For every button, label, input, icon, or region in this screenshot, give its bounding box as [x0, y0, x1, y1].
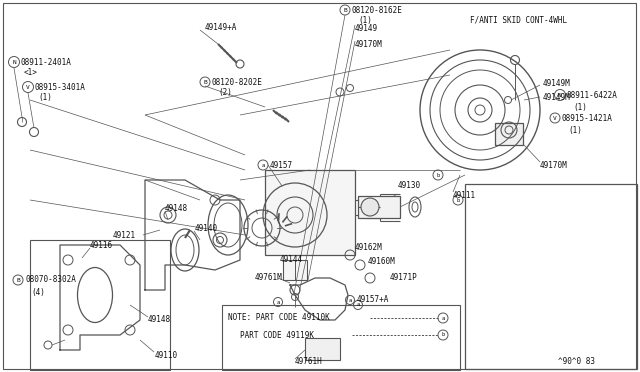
Text: 49111: 49111	[453, 190, 476, 199]
Text: PART CODE 49119K: PART CODE 49119K	[240, 330, 314, 340]
Text: 08120-8202E: 08120-8202E	[212, 77, 263, 87]
Text: 08915-1421A: 08915-1421A	[562, 113, 613, 122]
Text: 49110: 49110	[155, 350, 178, 359]
Text: 49149M: 49149M	[543, 78, 571, 87]
Text: V: V	[26, 84, 30, 90]
Text: a: a	[348, 298, 351, 302]
Text: b: b	[436, 173, 440, 177]
Text: 49157: 49157	[270, 160, 293, 170]
Bar	[30, 240, 170, 370]
Text: ^90^0 83: ^90^0 83	[558, 357, 595, 366]
Text: 08911-2401A: 08911-2401A	[20, 58, 71, 67]
Text: N: N	[558, 93, 562, 97]
Text: B: B	[203, 80, 207, 84]
Bar	[465, 184, 637, 369]
Text: 49121: 49121	[113, 231, 136, 240]
Text: a: a	[276, 299, 280, 305]
Text: NOTE: PART CODE 49110K: NOTE: PART CODE 49110K	[228, 314, 330, 323]
Text: 49130: 49130	[398, 180, 421, 189]
Text: N: N	[12, 60, 16, 64]
Text: 08915-3401A: 08915-3401A	[34, 83, 85, 92]
Text: 49162M: 49162M	[355, 244, 383, 253]
Text: 49160M: 49160M	[368, 257, 396, 266]
Bar	[305, 338, 340, 360]
Bar	[222, 305, 460, 370]
Text: 49144: 49144	[280, 256, 303, 264]
Text: 08070-8302A: 08070-8302A	[25, 276, 76, 285]
Text: 49171P: 49171P	[390, 273, 418, 282]
Text: (1): (1)	[38, 93, 52, 102]
Text: 49761M: 49761M	[255, 273, 283, 282]
Text: 49149: 49149	[355, 23, 378, 32]
Text: 49116: 49116	[90, 241, 113, 250]
Text: 49157+A: 49157+A	[357, 295, 389, 305]
Text: <1>: <1>	[24, 67, 38, 77]
Text: (1): (1)	[358, 16, 372, 25]
Text: a: a	[442, 315, 445, 321]
Text: (1): (1)	[573, 103, 587, 112]
Text: (4): (4)	[31, 288, 45, 296]
Text: B: B	[16, 278, 20, 282]
Text: 49761H: 49761H	[295, 357, 323, 366]
Text: (2): (2)	[218, 87, 232, 96]
Text: B: B	[343, 7, 347, 13]
Text: 49149M: 49149M	[543, 93, 571, 102]
Text: F/ANTI SKID CONT-4WHL: F/ANTI SKID CONT-4WHL	[470, 16, 567, 25]
Text: 49148: 49148	[165, 203, 188, 212]
Text: b: b	[442, 333, 445, 337]
Bar	[495, 123, 523, 145]
Text: 49170M: 49170M	[355, 39, 383, 48]
Circle shape	[361, 198, 379, 216]
Text: (1): (1)	[568, 125, 582, 135]
Text: 08911-6422A: 08911-6422A	[567, 90, 618, 99]
Bar	[265, 170, 355, 255]
Text: a: a	[261, 163, 264, 167]
Text: b: b	[456, 198, 460, 202]
Bar	[283, 260, 307, 280]
Text: 49149+A: 49149+A	[205, 22, 237, 32]
Text: 49148: 49148	[148, 315, 171, 324]
Text: 49170M: 49170M	[540, 160, 568, 170]
Text: 08120-8162E: 08120-8162E	[352, 6, 403, 15]
Text: V: V	[553, 115, 557, 121]
Text: a: a	[356, 302, 360, 308]
Text: 49140: 49140	[195, 224, 218, 232]
Bar	[358, 196, 400, 218]
